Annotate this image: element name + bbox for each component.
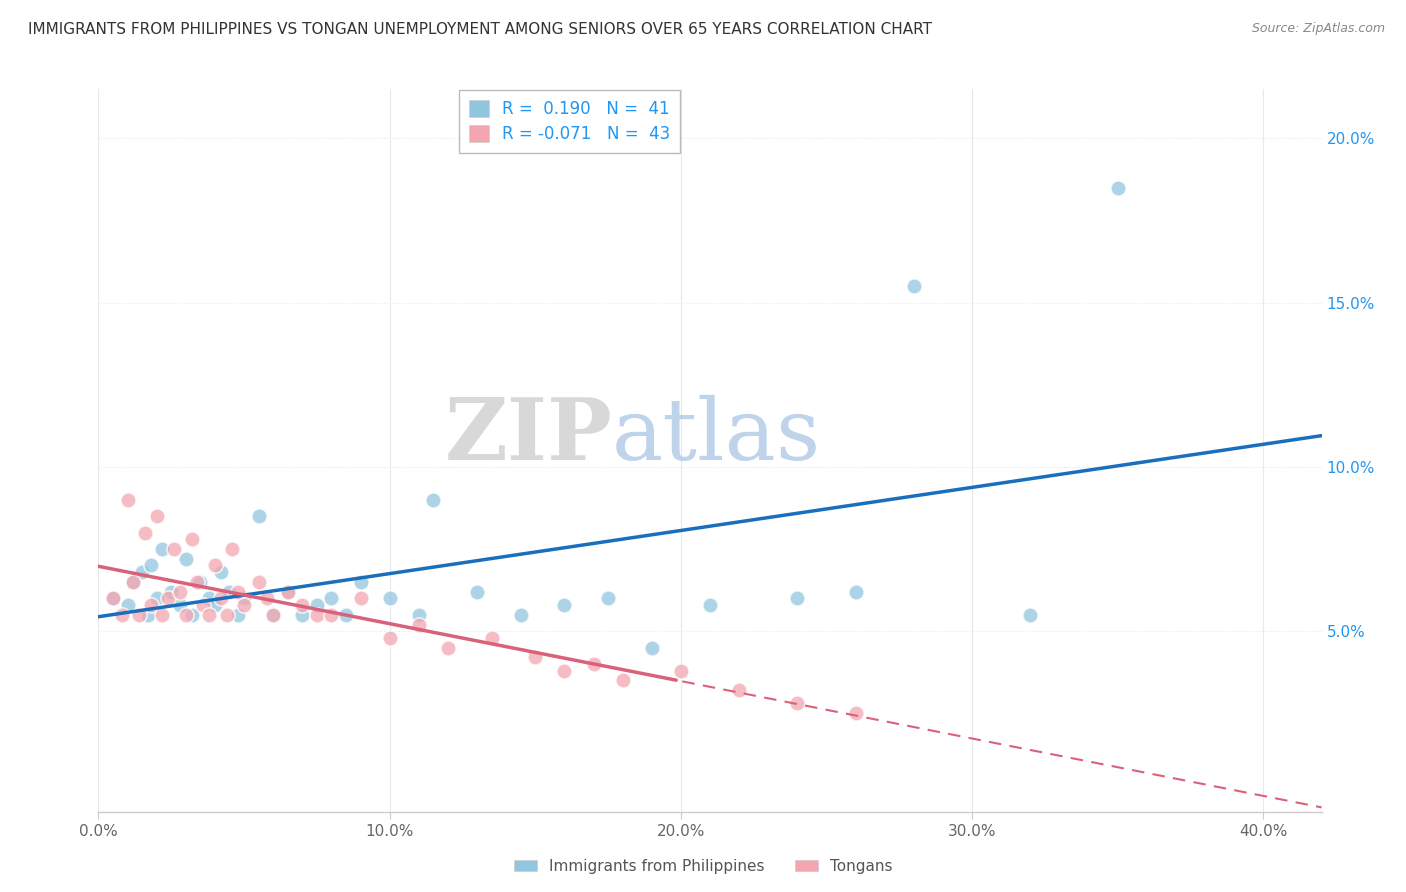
Point — [1107, 180, 1129, 194]
Point — [169, 598, 191, 612]
Point — [305, 607, 328, 622]
Point — [277, 584, 299, 599]
Point — [131, 565, 153, 579]
Point — [378, 591, 401, 606]
Point — [437, 640, 460, 655]
Point — [180, 532, 202, 546]
Point — [233, 591, 256, 606]
Point — [218, 584, 240, 599]
Point — [180, 607, 202, 622]
Point — [669, 664, 692, 678]
Point — [226, 584, 249, 599]
Point — [321, 607, 343, 622]
Point — [845, 706, 868, 721]
Point — [786, 591, 808, 606]
Legend: R =  0.190   N =  41, R = -0.071   N =  43: R = 0.190 N = 41, R = -0.071 N = 43 — [458, 90, 681, 153]
Point — [422, 492, 444, 507]
Point — [247, 574, 270, 589]
Point — [699, 598, 721, 612]
Point — [160, 584, 183, 599]
Point — [193, 598, 215, 612]
Point — [226, 607, 249, 622]
Point — [845, 584, 868, 599]
Point — [128, 607, 150, 622]
Point — [262, 607, 284, 622]
Point — [465, 584, 488, 599]
Point — [198, 591, 221, 606]
Point — [481, 631, 503, 645]
Point — [101, 591, 124, 606]
Point — [117, 492, 139, 507]
Point — [101, 591, 124, 606]
Point — [335, 607, 357, 622]
Point — [152, 607, 174, 622]
Point — [209, 565, 232, 579]
Point — [209, 591, 232, 606]
Point — [408, 607, 430, 622]
Point — [1019, 607, 1042, 622]
Text: IMMIGRANTS FROM PHILIPPINES VS TONGAN UNEMPLOYMENT AMONG SENIORS OVER 65 YEARS C: IMMIGRANTS FROM PHILIPPINES VS TONGAN UN… — [28, 22, 932, 37]
Point — [291, 607, 314, 622]
Point — [215, 607, 238, 622]
Point — [174, 607, 197, 622]
Point — [139, 558, 162, 573]
Point — [186, 574, 208, 589]
Point — [408, 617, 430, 632]
Point — [582, 657, 605, 671]
Point — [277, 584, 299, 599]
Point — [174, 551, 197, 566]
Text: atlas: atlas — [612, 394, 821, 477]
Point — [524, 650, 547, 665]
Point — [728, 683, 751, 698]
Point — [163, 541, 186, 556]
Point — [553, 664, 575, 678]
Point — [233, 598, 256, 612]
Point — [349, 591, 371, 606]
Point — [145, 591, 167, 606]
Point — [509, 607, 531, 622]
Point — [117, 598, 139, 612]
Point — [139, 598, 162, 612]
Point — [786, 696, 808, 710]
Point — [903, 279, 925, 293]
Point — [291, 598, 314, 612]
Point — [134, 525, 156, 540]
Point — [145, 509, 167, 524]
Point — [247, 509, 270, 524]
Point — [349, 574, 371, 589]
Point — [262, 607, 284, 622]
Point — [553, 598, 575, 612]
Point — [204, 558, 226, 573]
Point — [111, 607, 134, 622]
Point — [188, 574, 212, 589]
Point — [378, 631, 401, 645]
Point — [122, 574, 145, 589]
Point — [596, 591, 619, 606]
Point — [152, 541, 174, 556]
Point — [136, 607, 159, 622]
Text: ZIP: ZIP — [444, 394, 612, 478]
Point — [204, 598, 226, 612]
Point — [321, 591, 343, 606]
Point — [221, 541, 243, 556]
Point — [157, 591, 180, 606]
Point — [305, 598, 328, 612]
Legend: Immigrants from Philippines, Tongans: Immigrants from Philippines, Tongans — [508, 853, 898, 880]
Point — [612, 673, 634, 688]
Text: Source: ZipAtlas.com: Source: ZipAtlas.com — [1251, 22, 1385, 36]
Point — [641, 640, 664, 655]
Point — [122, 574, 145, 589]
Point — [198, 607, 221, 622]
Point — [169, 584, 191, 599]
Point — [256, 591, 278, 606]
